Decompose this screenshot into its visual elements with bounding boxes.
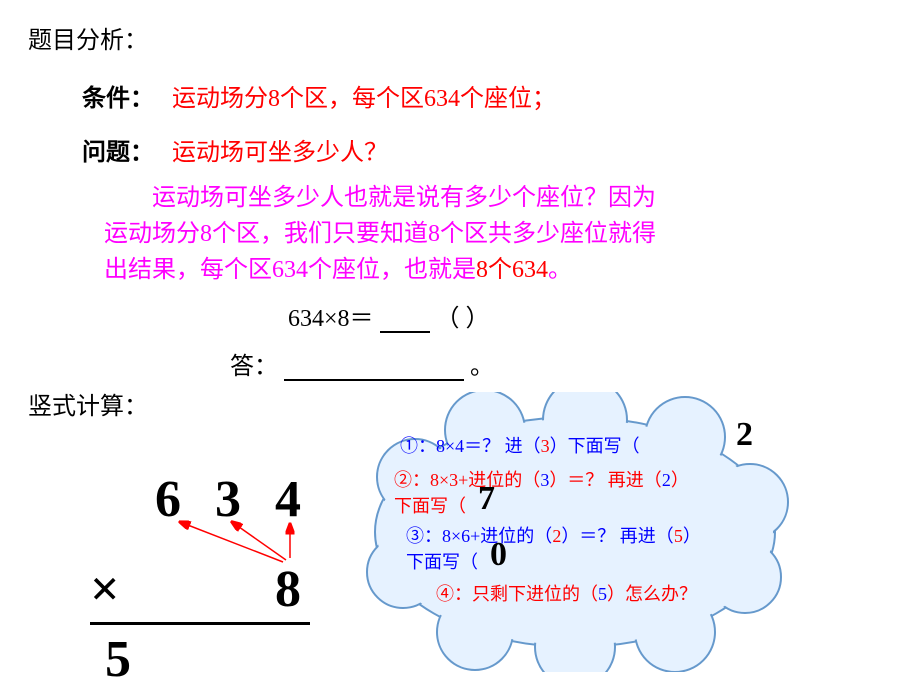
step3: ③：8×6+进位的（2）＝？ 再进（5）	[406, 522, 701, 548]
step2: ②：8×3+进位的（3）＝？ 再进（2）	[394, 466, 689, 492]
step1-result: 2	[736, 416, 753, 454]
step3-result: 0	[490, 536, 507, 574]
step2b: 下面写（	[394, 492, 466, 518]
step4: ④：只剩下进位的（5）怎么办？	[436, 580, 697, 606]
step2-result: 7	[478, 480, 495, 518]
step3b: 下面写（	[406, 548, 478, 574]
step1: ①：8×4＝？ 进（3）下面写（	[400, 432, 640, 458]
